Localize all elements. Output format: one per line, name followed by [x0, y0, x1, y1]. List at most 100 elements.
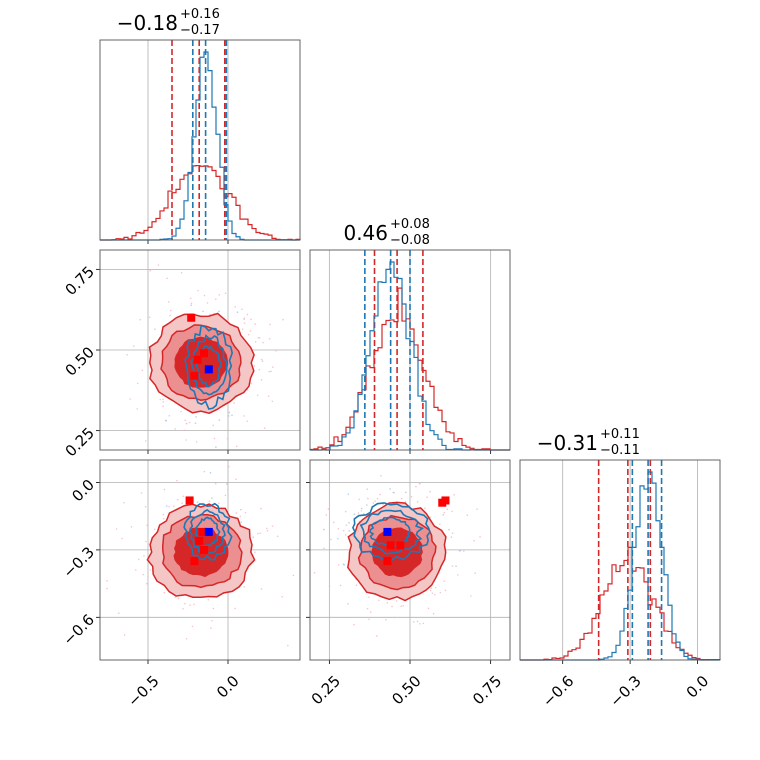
- joint-panel-2-1-frame: [309, 459, 511, 661]
- scatter-point: [431, 592, 434, 595]
- scatter-point: [287, 644, 289, 647]
- scatter-point: [215, 446, 217, 448]
- scatter-point: [226, 437, 229, 440]
- y-tick-label: 0.50: [62, 343, 98, 379]
- scatter-point: [240, 508, 242, 511]
- scatter-point: [250, 382, 253, 385]
- scatter-point: [184, 602, 186, 605]
- blue-contour-0: [184, 324, 234, 410]
- blue-contour-0: [352, 502, 431, 562]
- scatter-point: [473, 539, 475, 542]
- scatter-point: [402, 604, 404, 607]
- scatter-point: [357, 512, 360, 514]
- red-marker: [200, 545, 208, 554]
- hist-series-red: [309, 287, 510, 451]
- x-tick-label: 0.75: [469, 672, 505, 708]
- scatter-point: [330, 538, 332, 541]
- hist-panel-0-frame: [99, 39, 301, 241]
- scatter-point: [209, 313, 211, 316]
- scatter-point: [180, 410, 182, 413]
- scatter-point: [224, 292, 227, 295]
- red-marker: [396, 541, 405, 550]
- scatter-point: [189, 604, 191, 606]
- scatter-point: [400, 497, 403, 500]
- scatter-point: [218, 419, 221, 421]
- scatter-point: [208, 500, 211, 503]
- scatter-point: [243, 322, 246, 324]
- panel-title-plus: +0.11: [600, 427, 640, 442]
- blue-marker: [383, 527, 392, 536]
- scatter-point: [189, 297, 192, 300]
- x-tick-label: −0.6: [539, 672, 577, 710]
- scatter-point: [182, 607, 184, 610]
- scatter-point: [367, 497, 369, 500]
- scatter-point: [360, 507, 363, 510]
- scatter-point: [202, 310, 204, 313]
- scatter-point: [165, 505, 168, 507]
- joint-panel-2-0-frame: [99, 459, 301, 661]
- scatter-point: [136, 382, 139, 385]
- scatter-point: [148, 316, 151, 319]
- scatter-point: [169, 314, 171, 317]
- scatter-point: [323, 528, 325, 531]
- scatter-point: [266, 530, 269, 532]
- scatter-point: [137, 558, 140, 561]
- hist-panel-1: 0.46 +0.08−0.08: [309, 217, 511, 454]
- red-marker: [386, 541, 395, 550]
- scatter-point: [181, 502, 183, 504]
- scatter-point: [416, 500, 419, 503]
- scatter-point: [268, 338, 271, 340]
- scatter-point: [196, 501, 199, 503]
- scatter-point: [260, 358, 263, 361]
- scatter-point: [412, 621, 415, 623]
- red-marker: [383, 557, 392, 566]
- scatter-point: [106, 580, 108, 582]
- scatter-point: [162, 398, 164, 401]
- panel-title-minus: −0.17: [180, 23, 220, 38]
- x-tick-label: −0.5: [124, 672, 162, 710]
- scatter-point: [249, 330, 252, 332]
- panel-title-minus: −0.11: [600, 443, 640, 458]
- scatter-point: [254, 551, 256, 554]
- scatter-point: [426, 496, 428, 499]
- scatter-point: [325, 514, 328, 516]
- scatter-point: [163, 488, 166, 491]
- scatter-point: [239, 515, 242, 518]
- scatter-point: [185, 439, 187, 441]
- scatter-point: [260, 507, 262, 510]
- x-tick-label: 0.50: [388, 672, 424, 708]
- joint-panel-1-0-frame: [99, 249, 301, 451]
- scatter-point: [206, 302, 209, 304]
- scatter-point: [456, 574, 459, 576]
- scatter-point: [247, 333, 250, 336]
- scatter-point: [344, 534, 347, 536]
- scatter-point: [422, 622, 425, 625]
- scatter-point: [376, 497, 379, 500]
- scatter-point: [463, 550, 465, 552]
- scatter-point: [145, 540, 147, 543]
- scatter-point: [292, 574, 295, 577]
- scatter-point: [162, 401, 165, 403]
- scatter-point: [159, 398, 162, 401]
- hist-panel-1-frame: [309, 249, 511, 451]
- scatter-point: [470, 595, 472, 597]
- scatter-point: [218, 293, 220, 296]
- scatter-point: [271, 366, 274, 368]
- scatter-point: [337, 564, 340, 566]
- blue-contour-0: [183, 502, 233, 561]
- scatter-point: [479, 535, 481, 538]
- scatter-point: [389, 488, 391, 490]
- red-marker: [190, 557, 199, 566]
- scatter-point: [144, 505, 147, 508]
- scatter-point: [257, 532, 259, 535]
- scatter-point: [323, 547, 325, 550]
- scatter-point: [126, 353, 128, 356]
- y-tick-label: −0.6: [60, 611, 98, 649]
- scatter-point: [176, 479, 178, 482]
- scatter-point: [250, 318, 252, 321]
- scatter-point: [123, 501, 125, 504]
- scatter-point: [392, 491, 395, 494]
- scatter-point: [174, 596, 177, 598]
- scatter-point: [210, 627, 212, 629]
